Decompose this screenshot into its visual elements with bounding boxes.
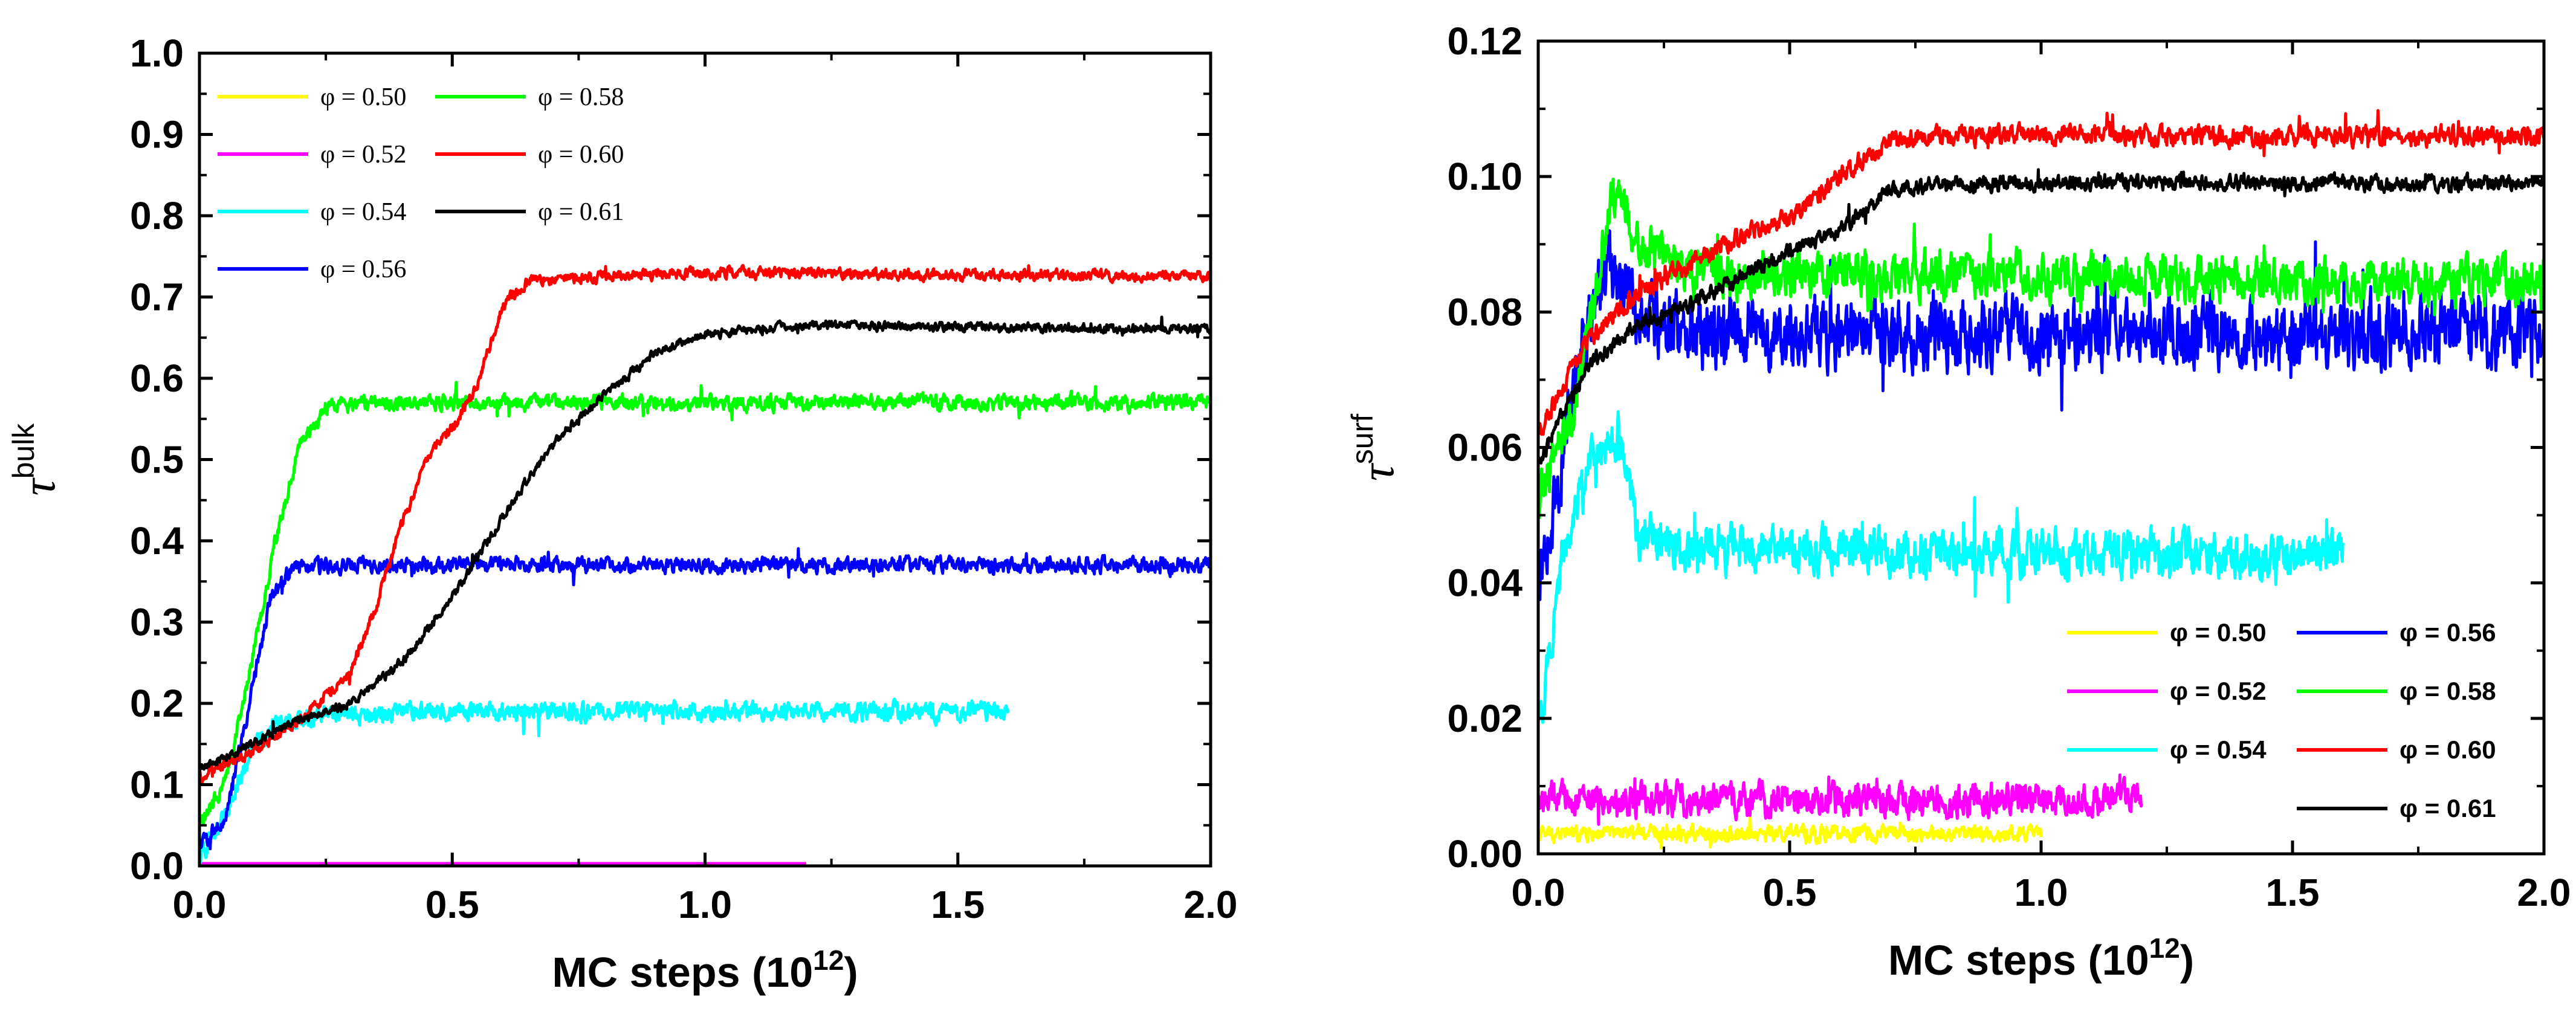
series-line-right-3 (1536, 229, 2546, 601)
x-tick-label-right: 1.5 (2266, 871, 2320, 914)
y-axis-label-left: τbulk (7, 423, 65, 496)
y-tick-label-right: 0.00 (1447, 832, 1523, 876)
x-tick-label-right: 0.5 (1763, 871, 1817, 914)
legend-left: φ = 0.50 φ = 0.52 φ = 0.54 φ = 0.56 φ = 0.58… (218, 83, 624, 283)
legend-label-right: φ = 0.61 (2400, 794, 2496, 822)
x-tick-label-left: 1.0 (678, 883, 732, 926)
x-tick-label-right: 2.0 (2517, 871, 2571, 914)
series-line-right-1 (1536, 773, 2143, 826)
y-tick-label-left: 0.3 (130, 601, 184, 644)
y-tick-label-left: 0.8 (130, 194, 184, 237)
series-line-right-5 (1536, 109, 2546, 436)
series-line-right-4 (1536, 177, 2546, 520)
y-tick-label-left: 0.1 (130, 763, 184, 807)
y-tick-label-right: 0.08 (1447, 290, 1523, 334)
legend-label-left: φ = 0.61 (538, 198, 624, 226)
legend-label-right: φ = 0.60 (2400, 735, 2496, 764)
y-tick-label-left: 0.2 (130, 682, 184, 725)
y-tick-label-right: 0.02 (1447, 697, 1523, 740)
legend-label-right: φ = 0.52 (2170, 677, 2267, 705)
x-tick-label-right: 1.0 (2015, 871, 2068, 914)
y-tick-label-right: 0.06 (1447, 426, 1523, 470)
series-line-left-3 (198, 547, 1212, 851)
x-tick-label-left: 0.0 (173, 883, 227, 926)
legend-label-left: φ = 0.56 (320, 256, 406, 283)
legend-label-left: φ = 0.50 (320, 83, 406, 111)
legend-label-left: φ = 0.60 (538, 141, 624, 169)
x-tick-label-right: 0.0 (1512, 871, 1565, 914)
legend-label-right: φ = 0.58 (2400, 677, 2496, 705)
x-tick-label-left: 1.5 (931, 883, 985, 926)
y-axis-label-right: τsurf (1345, 414, 1403, 481)
legend-label-left: φ = 0.58 (538, 83, 624, 111)
y-tick-label-right: 0.04 (1447, 561, 1523, 605)
legend-label-left: φ = 0.52 (320, 141, 406, 169)
series-line-right-6 (1537, 168, 2546, 465)
legend-label-left: φ = 0.54 (320, 198, 406, 226)
y-tick-label-right: 0.10 (1447, 155, 1523, 198)
series-line-left-5 (198, 263, 1212, 784)
y-tick-label-left: 0.6 (130, 357, 184, 400)
legend-label-right: φ = 0.54 (2170, 735, 2267, 764)
y-tick-label-left: 0.0 (130, 844, 184, 888)
legend-label-right: φ = 0.50 (2170, 618, 2267, 647)
x-tick-label-left: 2.0 (1184, 883, 1238, 926)
y-tick-label-left: 0.5 (130, 438, 184, 482)
series-line-left-4 (198, 381, 1212, 826)
series-line-right-0 (1536, 814, 2043, 850)
legend-label-right: φ = 0.56 (2400, 618, 2496, 647)
series-line-left-6 (198, 315, 1212, 772)
chart-panel-right: 0.0 0.5 1.0 1.5 2.0 0.00 0.02 0.04 0.06 0.08 0.10 0… (1345, 19, 2571, 984)
plot-frame-left (198, 51, 1212, 868)
y-tick-label-left: 1.0 (130, 31, 184, 75)
x-axis-label-left: MC steps (1012) (552, 944, 858, 996)
legend-right: φ = 0.50 φ = 0.52 φ = 0.54 φ = 0.56 φ = 0.58… (2067, 618, 2496, 822)
y-tick-label-left: 0.7 (130, 276, 184, 319)
plot-frame-right (1536, 39, 2546, 856)
x-axis-label-right: MC steps (1012) (1888, 932, 2194, 984)
y-tick-label-left: 0.4 (130, 519, 184, 563)
series-line-right-2 (1536, 410, 2345, 724)
x-tick-label-left: 0.5 (426, 883, 479, 926)
series-line-left-2 (198, 697, 1010, 864)
chart-panel-left: 0.0 0.5 1.0 1.5 2.0 0.0 0.1 0.2 0.3 0.4 0.5 0.6 0.7 0… (7, 31, 1237, 996)
y-tick-label-right: 0.12 (1447, 19, 1523, 63)
y-tick-label-left: 0.9 (130, 113, 184, 157)
